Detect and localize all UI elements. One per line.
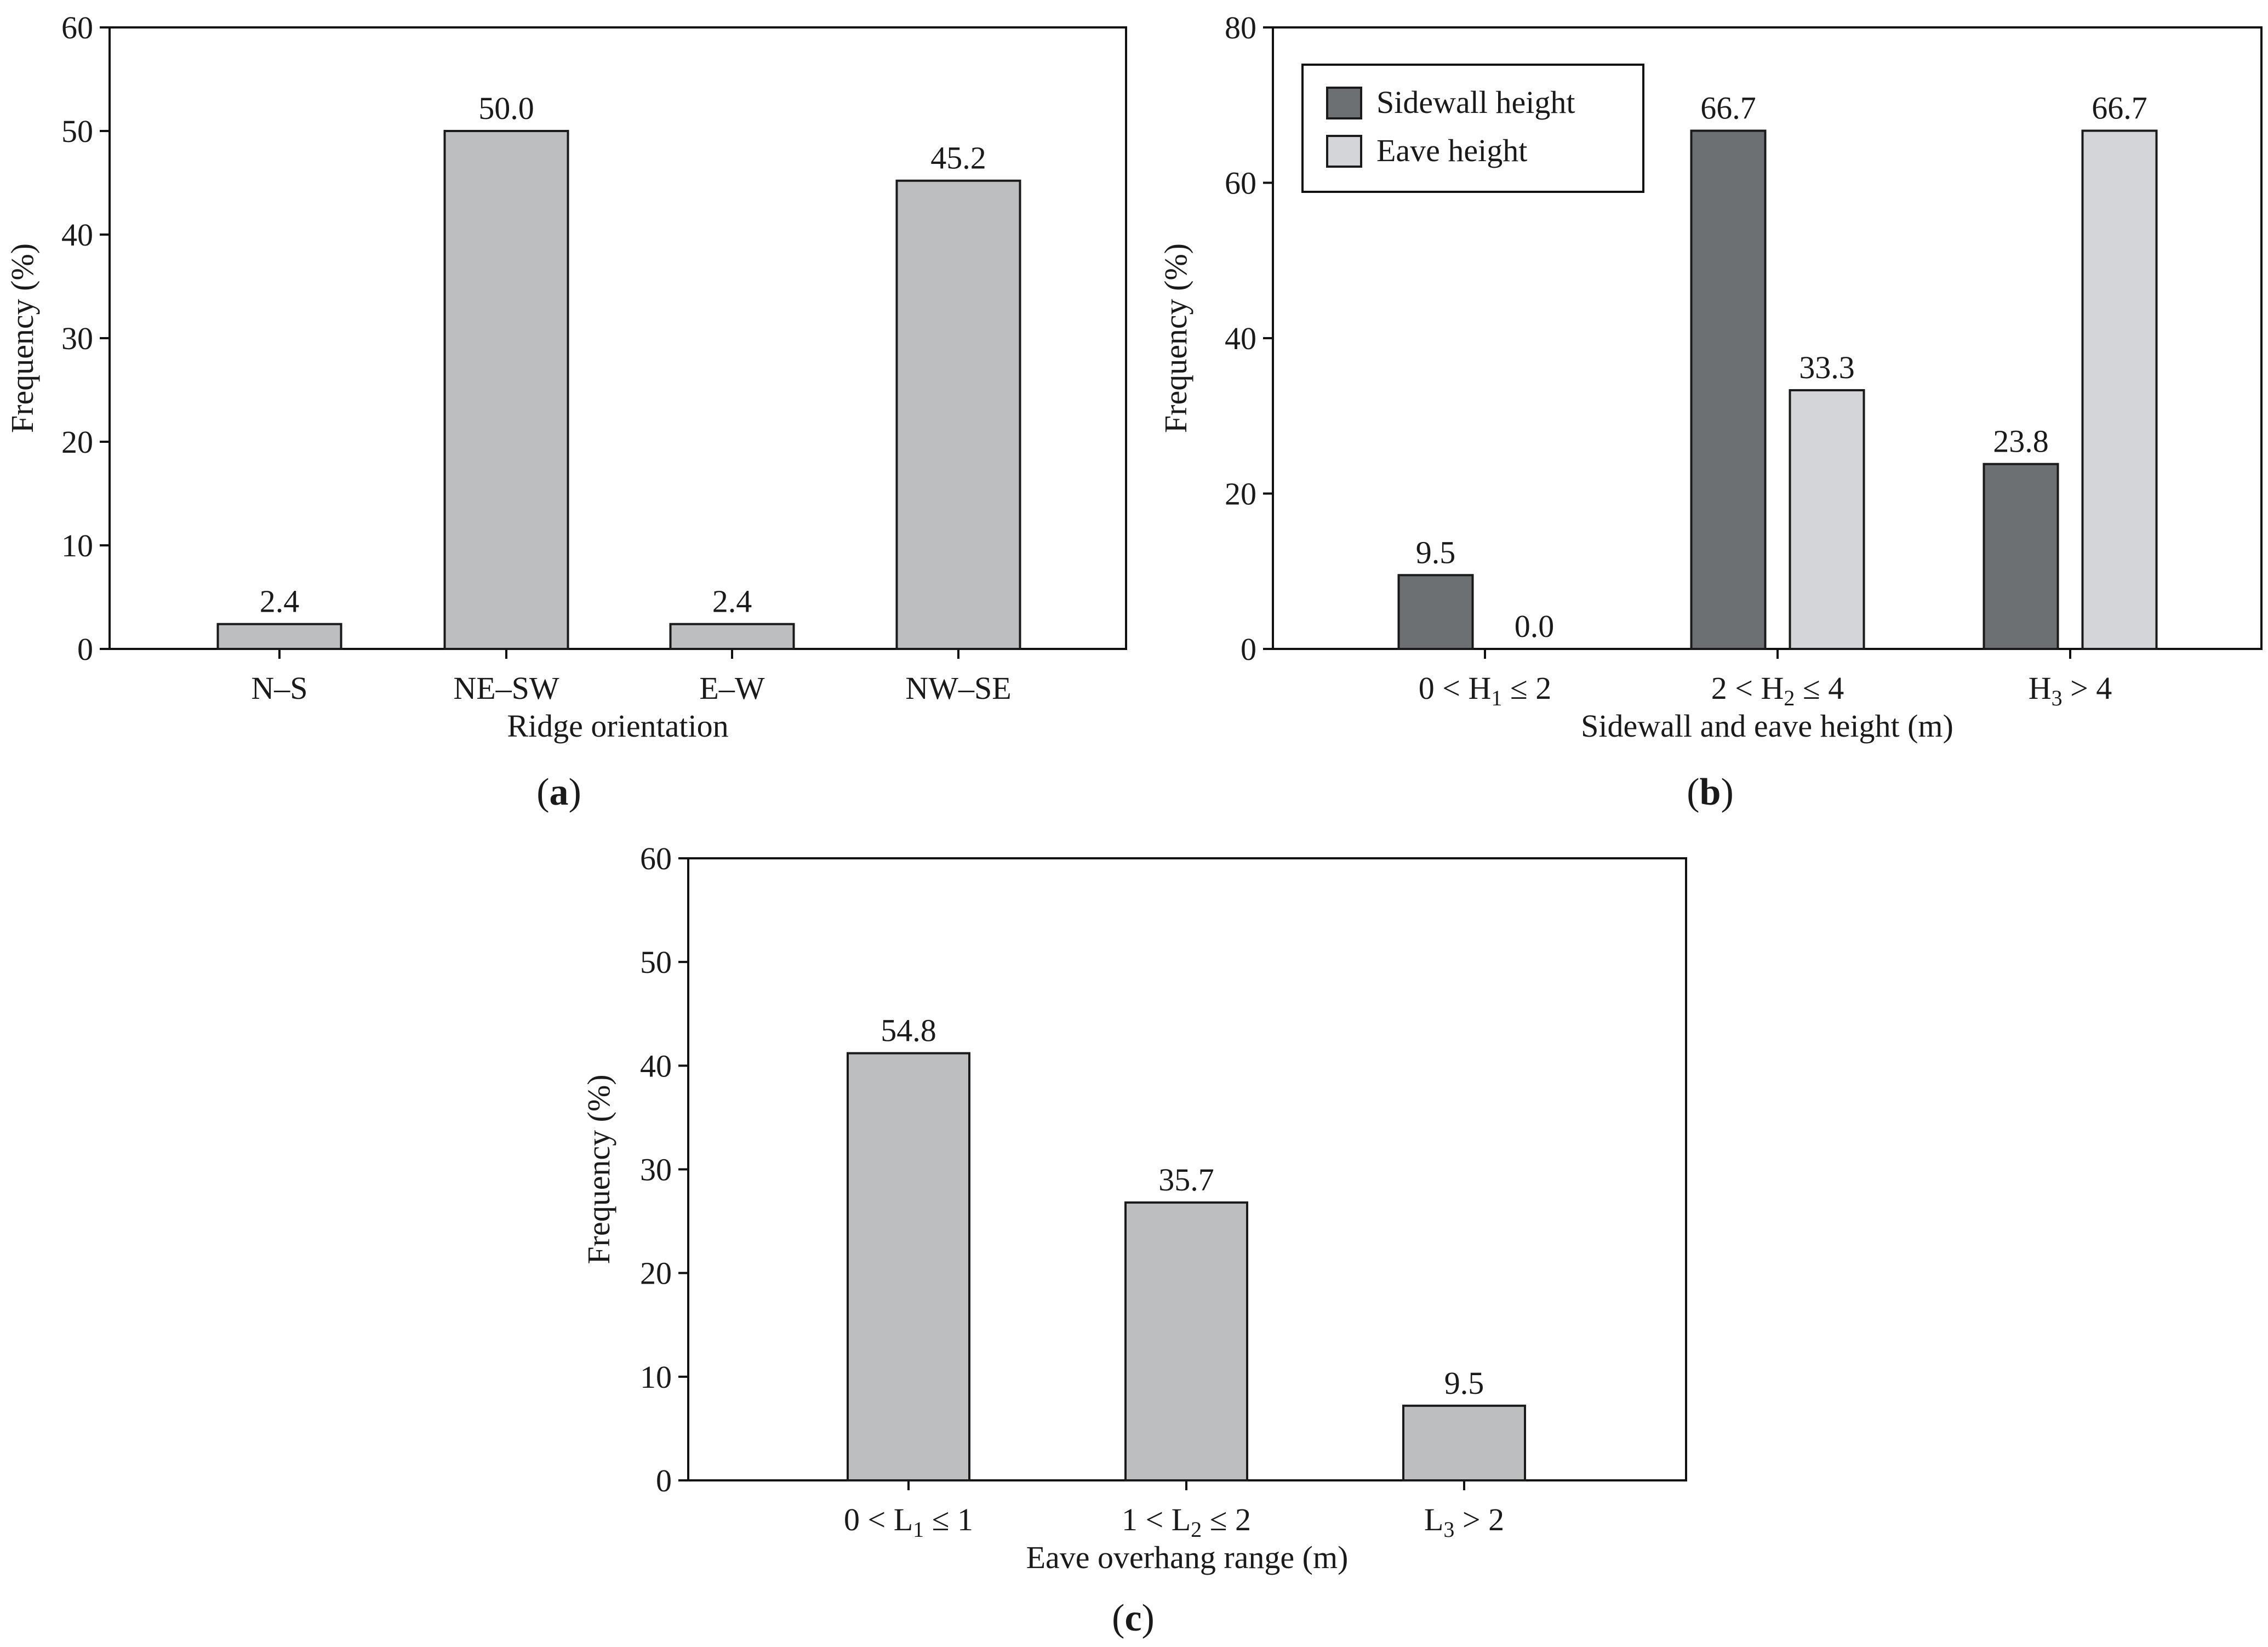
data-label: 66.7 <box>2092 90 2147 126</box>
data-label: 54.8 <box>881 1013 936 1048</box>
y-tick-label: 0 <box>1241 631 1256 667</box>
legend: Sidewall height Eave height <box>1301 64 1644 193</box>
data-label: 2.4 <box>260 584 300 619</box>
data-label: 50.0 <box>478 90 534 126</box>
y-tick-label: 40 <box>640 1048 672 1084</box>
bar[interactable] <box>443 130 569 650</box>
y-tick-label: 20 <box>1225 476 1256 512</box>
legend-entry: Sidewall height <box>1376 84 1575 120</box>
x-tick-label: N–S <box>251 670 307 706</box>
x-axis-title: Sidewall and eave height (m) <box>1581 708 1953 744</box>
y-tick-label: 30 <box>640 1152 672 1188</box>
data-label: 9.5 <box>1416 534 1456 570</box>
data-label: 35.7 <box>1158 1162 1214 1198</box>
legend-swatch <box>1326 135 1362 168</box>
bar[interactable] <box>847 1052 970 1481</box>
data-label: 33.3 <box>1799 350 1855 385</box>
chart-panel-a: 0 10 20 30 40 50 60 Frequency (%) 2.4 N–S 50.0 NE–S… <box>4 10 1127 813</box>
x-tick-label: NW–SE <box>905 670 1011 706</box>
chart-panel-c: 0 10 20 30 40 50 60 Frequency (%) 54.8 0 < L1 ≤ 1… <box>581 841 1687 1639</box>
bar[interactable] <box>1397 574 1474 651</box>
legend-entry: Eave height <box>1376 133 1527 168</box>
data-label: 23.8 <box>1993 424 2049 459</box>
y-tick-label: 80 <box>1225 10 1256 45</box>
y-tick-label: 60 <box>61 10 93 45</box>
bar[interactable] <box>2081 129 2158 650</box>
legend-box <box>1301 64 1644 193</box>
y-axis-title: Frequency (%) <box>581 1074 616 1264</box>
panel-label: (a) <box>536 771 581 813</box>
data-label: 9.5 <box>1444 1365 1484 1401</box>
y-tick-label: 0 <box>77 631 93 667</box>
y-tick-label: 40 <box>1225 321 1256 356</box>
panel-label: (b) <box>1687 771 1734 813</box>
y-tick-label: 10 <box>61 528 93 563</box>
data-label: 2.4 <box>712 584 752 619</box>
bar[interactable] <box>669 623 795 651</box>
y-tick-label: 50 <box>61 113 93 149</box>
y-tick-label: 20 <box>61 424 93 460</box>
legend-swatch <box>1326 87 1362 119</box>
x-tick-label: NE–SW <box>453 670 559 706</box>
y-tick-label: 60 <box>1225 166 1256 201</box>
x-axis-title: Ridge orientation <box>507 708 728 744</box>
x-tick-label: 2 < H2 ≤ 4 <box>1711 670 1844 710</box>
data-label: 45.2 <box>930 140 986 176</box>
y-tick-label: 0 <box>656 1463 672 1498</box>
bar[interactable] <box>216 623 342 651</box>
chart-panel-b: 0 20 40 60 80 Frequency (%) 9.5 0.0 0 < H1 ≤ 2 66… <box>1158 10 2263 813</box>
panel-label: (c) <box>1112 1597 1155 1639</box>
x-tick-label: 0 < H1 ≤ 2 <box>1419 670 1551 710</box>
x-axis-title: Eave overhang range (m) <box>1026 1540 1349 1575</box>
y-tick-label: 60 <box>640 841 672 876</box>
x-tick-label: E–W <box>699 670 764 706</box>
x-tick-label: 1 < L2 ≤ 2 <box>1122 1502 1251 1542</box>
bar[interactable] <box>1690 129 1767 650</box>
x-tick-label: L3 > 2 <box>1424 1502 1504 1542</box>
bar[interactable] <box>1983 463 2059 650</box>
bar[interactable] <box>1402 1404 1526 1482</box>
y-tick-label: 50 <box>640 944 672 980</box>
y-tick-label: 20 <box>640 1256 672 1291</box>
y-axis-title: Frequency (%) <box>4 243 40 433</box>
bar[interactable] <box>1789 389 1865 650</box>
y-axis-title: Frequency (%) <box>1158 243 1193 433</box>
data-label: 66.7 <box>1700 90 1756 126</box>
data-label: 0.0 <box>1515 608 1555 644</box>
y-tick-label: 30 <box>61 321 93 356</box>
bar[interactable] <box>895 179 1021 651</box>
x-tick-label: 0 < L1 ≤ 1 <box>844 1502 973 1542</box>
y-tick-label: 10 <box>640 1359 672 1395</box>
y-tick-label: 40 <box>61 217 93 253</box>
x-tick-label: H3 > 4 <box>2029 670 2112 710</box>
bar[interactable] <box>1124 1201 1248 1482</box>
